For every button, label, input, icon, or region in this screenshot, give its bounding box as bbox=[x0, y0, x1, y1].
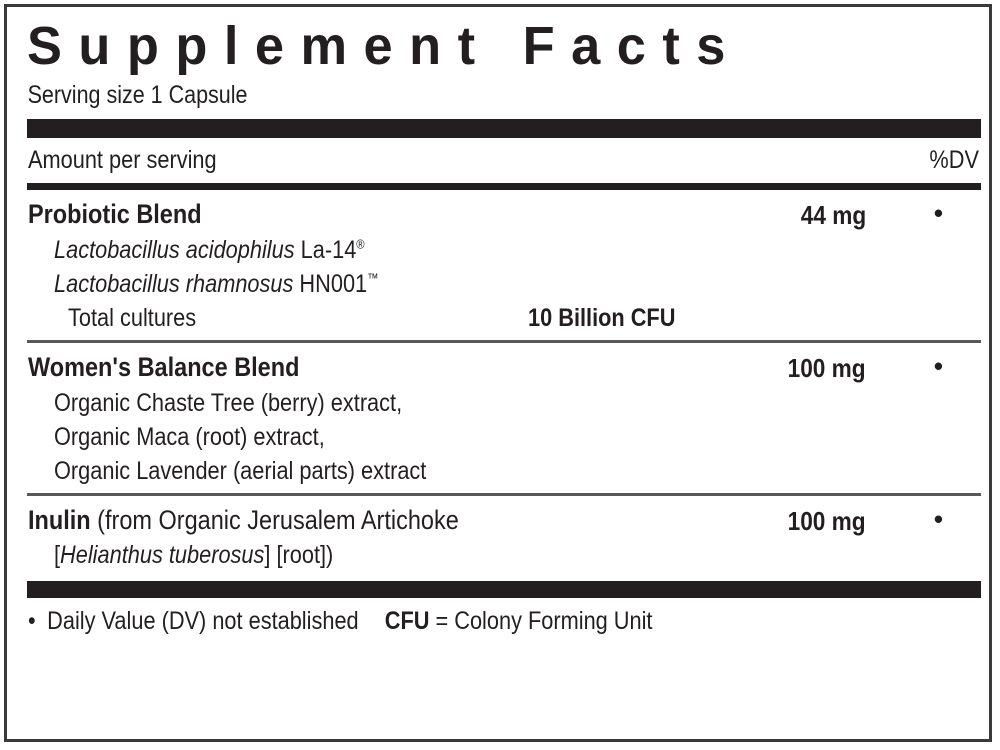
sub-ingredient-text: Organic Maca (root) extract, bbox=[54, 422, 325, 451]
sub-ingredient-text: Lactobacillus acidophilus La-14® bbox=[54, 234, 365, 266]
nutrient-source-text: (from Organic Jerusalem Artichoke bbox=[90, 504, 459, 535]
daily-value-note: Daily Value (DV) not established bbox=[47, 607, 359, 636]
cfu-abbreviation: CFU bbox=[384, 607, 430, 636]
spacer bbox=[25, 571, 981, 574]
divider-thick-bottom bbox=[27, 581, 981, 599]
strain-code: HN001 bbox=[299, 269, 368, 298]
sub-ingredient-row: Organic Lavender (aerial parts) extract bbox=[28, 453, 1000, 487]
footnote-row: • Daily Value (DV) not established CFU = C… bbox=[28, 598, 981, 636]
strain-code-wrap: La-14® bbox=[295, 236, 365, 264]
strain-code: La-14 bbox=[300, 235, 357, 264]
nutrient-row-inulin: Inulin (from Organic Jerusalem Artichoke… bbox=[28, 496, 979, 538]
total-cultures-row: Total cultures 10 Billion CFU bbox=[28, 300, 1000, 334]
nutrient-amount: 100 mg bbox=[788, 352, 866, 383]
sub-ingredient-text: Lactobacillus rhamnosus HN001™ bbox=[54, 268, 378, 300]
nutrient-name: Inulin bbox=[28, 504, 91, 535]
total-cultures-label: Total cultures bbox=[68, 303, 197, 332]
nutrient-row-probiotic-blend: Probiotic Blend 44 mg • bbox=[28, 190, 979, 232]
nutrient-amount: 100 mg bbox=[788, 505, 866, 536]
nutrient-dv: • bbox=[933, 503, 943, 534]
nutrient-dv: • bbox=[933, 198, 943, 228]
table-header-row: Amount per serving %DV bbox=[28, 138, 979, 178]
nutrient-row-womens-balance-blend: Women's Balance Blend 100 mg • bbox=[28, 343, 979, 385]
total-cultures-value: 10 Billion CFU bbox=[528, 303, 676, 332]
nutrient-name-wrap: Inulin (from Organic Jerusalem Artichoke bbox=[28, 504, 459, 538]
sub-ingredient-text: Organic Lavender (aerial parts) extract bbox=[54, 456, 427, 485]
amount-per-serving-label: Amount per serving bbox=[28, 146, 217, 174]
percent-dv-label: %DV bbox=[929, 146, 979, 174]
botanical-binomial: Helianthus tuberosus bbox=[60, 541, 265, 570]
footnote-text: • Daily Value (DV) not established CFU = C… bbox=[28, 607, 652, 636]
bullet-icon: • bbox=[28, 607, 36, 636]
nutrient-name: Probiotic Blend bbox=[28, 199, 202, 229]
registered-mark-icon: ® bbox=[356, 236, 365, 252]
cfu-definition: = Colony Forming Unit bbox=[435, 607, 653, 636]
sub-ingredient-row: Lactobacillus rhamnosus HN001™ bbox=[28, 266, 1000, 300]
species-name: Lactobacillus acidophilus bbox=[54, 235, 295, 264]
sub-ingredient-text: Organic Chaste Tree (berry) extract, bbox=[54, 388, 403, 417]
bracket-open: [ bbox=[54, 541, 61, 570]
divider-thin-1 bbox=[27, 339, 981, 343]
nutrient-amount: 44 mg bbox=[800, 200, 866, 230]
trademark-mark-icon: ™ bbox=[367, 270, 379, 286]
bracket-close: ] [root]) bbox=[264, 541, 334, 570]
supplement-facts-panel: Supplement Facts Serving size 1 Capsule … bbox=[4, 4, 992, 742]
supplement-facts-inner: Supplement Facts Serving size 1 Capsule … bbox=[25, 7, 981, 739]
nutrient-name: Women's Balance Blend bbox=[28, 351, 300, 382]
nutrient-dv: • bbox=[933, 350, 943, 381]
divider-thick-top bbox=[27, 119, 981, 138]
botanical-name-row: [Helianthus tuberosus] [root]) bbox=[28, 537, 1000, 571]
sub-ingredient-row: Organic Chaste Tree (berry) extract, bbox=[28, 385, 1000, 419]
serving-size-text: Serving size 1 Capsule bbox=[27, 81, 248, 109]
divider-thin-2 bbox=[27, 492, 981, 496]
species-name: Lactobacillus rhamnosus bbox=[54, 269, 294, 298]
sub-ingredient-row: Organic Maca (root) extract, bbox=[28, 419, 1000, 453]
botanical-name-text: [Helianthus tuberosus] [root]) bbox=[54, 539, 333, 571]
page-title: Supplement Facts bbox=[26, 16, 742, 76]
strain-code-wrap: HN001™ bbox=[293, 270, 378, 298]
sub-ingredient-row: Lactobacillus acidophilus La-14® bbox=[28, 232, 1000, 266]
divider-medium-header bbox=[27, 183, 981, 190]
